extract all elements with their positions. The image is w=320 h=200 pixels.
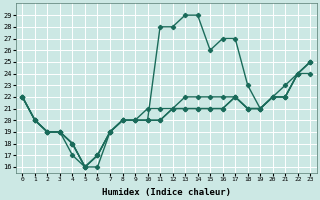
X-axis label: Humidex (Indice chaleur): Humidex (Indice chaleur) — [102, 188, 231, 197]
